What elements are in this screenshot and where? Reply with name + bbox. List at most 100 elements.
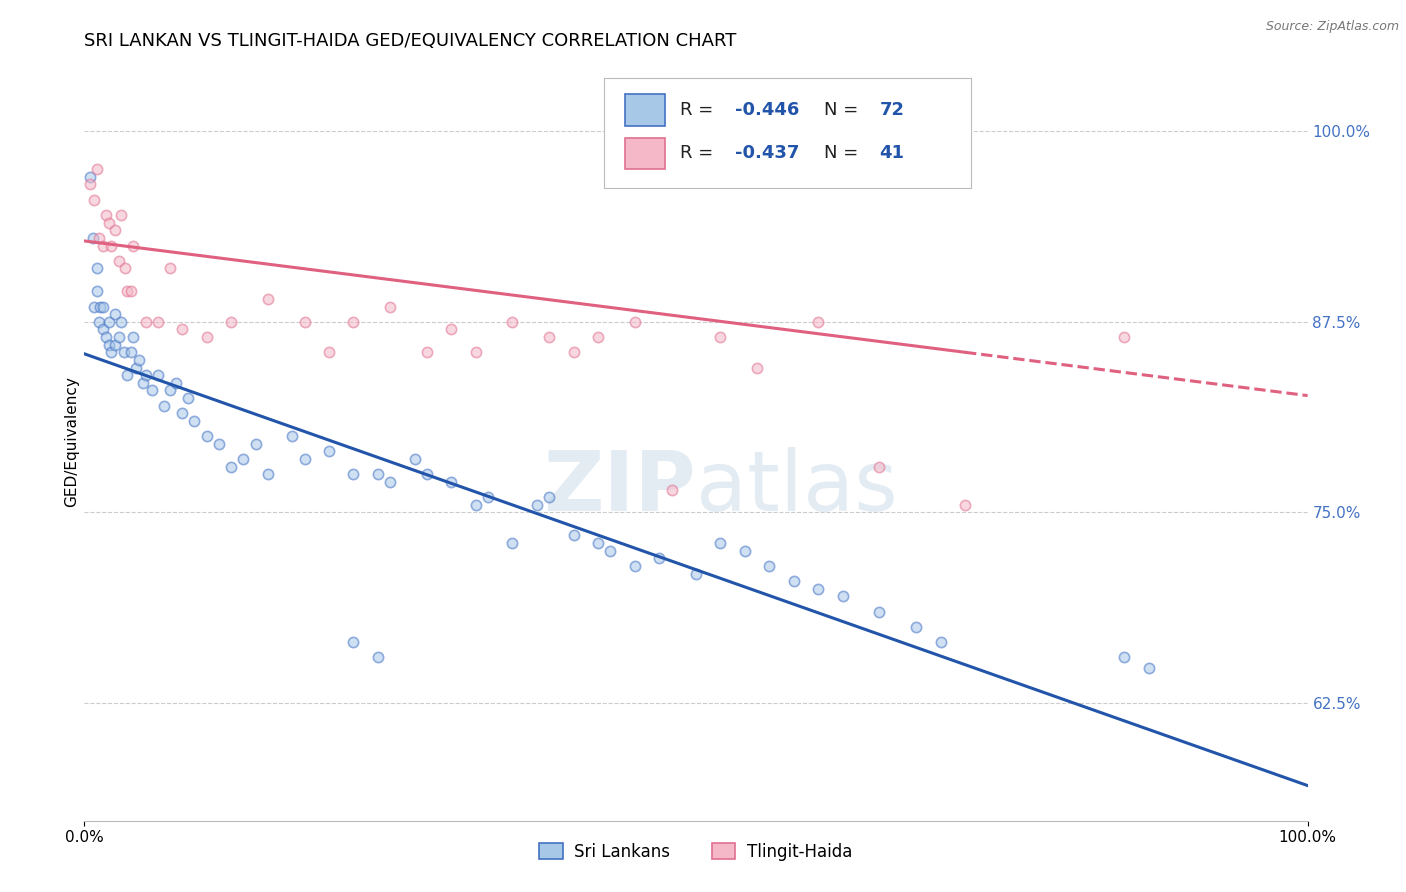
Point: [79, 178, 101, 192]
Point: [146, 315, 169, 329]
Point: [165, 376, 187, 390]
Point: [367, 467, 389, 482]
Point: [807, 315, 830, 329]
Point: [538, 490, 561, 504]
Point: [97, 216, 120, 230]
Point: [96, 208, 118, 222]
Point: [624, 315, 647, 329]
Point: [83, 300, 105, 314]
Point: [367, 650, 389, 665]
Text: -0.437: -0.437: [735, 145, 800, 162]
Point: [135, 315, 157, 329]
Point: [502, 315, 524, 329]
Point: [159, 384, 181, 398]
Point: [110, 315, 132, 329]
Point: [869, 605, 891, 619]
Point: [172, 406, 194, 420]
Point: [257, 292, 280, 306]
Point: [96, 330, 118, 344]
Point: [115, 285, 138, 299]
Point: [120, 285, 142, 299]
Point: [281, 429, 304, 443]
Point: [122, 238, 145, 252]
Text: R =: R =: [681, 101, 718, 120]
Point: [586, 536, 609, 550]
Point: [232, 452, 254, 467]
Point: [87, 315, 110, 329]
Point: [404, 452, 426, 467]
Point: [135, 368, 157, 383]
Point: [318, 345, 340, 359]
Point: [153, 399, 176, 413]
Text: -0.446: -0.446: [735, 101, 800, 120]
Point: [91, 300, 114, 314]
Point: [342, 467, 364, 482]
Point: [953, 498, 976, 512]
Point: [758, 558, 780, 573]
Point: [734, 543, 756, 558]
Point: [380, 475, 402, 489]
FancyBboxPatch shape: [605, 78, 972, 187]
Point: [195, 330, 218, 344]
Point: [905, 620, 928, 634]
Point: [87, 231, 110, 245]
Point: [112, 345, 135, 359]
Point: [747, 360, 769, 375]
Point: [128, 353, 150, 368]
Point: [104, 337, 127, 351]
Point: [219, 315, 242, 329]
Point: [416, 467, 439, 482]
Point: [195, 429, 218, 443]
Point: [502, 536, 524, 550]
Point: [114, 261, 136, 276]
Point: [929, 635, 952, 649]
Point: [440, 322, 463, 336]
Point: [477, 490, 499, 504]
Point: [86, 162, 108, 177]
Point: [132, 376, 155, 390]
Point: [120, 345, 142, 359]
Point: [83, 193, 105, 207]
Point: [159, 261, 181, 276]
Point: [1114, 650, 1136, 665]
Point: [440, 475, 463, 489]
Point: [86, 285, 108, 299]
Point: [526, 498, 548, 512]
Point: [141, 384, 163, 398]
Point: [172, 322, 194, 336]
Text: 41: 41: [880, 145, 904, 162]
Point: [82, 231, 104, 245]
Point: [294, 315, 316, 329]
Point: [318, 444, 340, 458]
Text: atlas: atlas: [696, 447, 897, 527]
Point: [783, 574, 806, 588]
Point: [342, 315, 364, 329]
Point: [122, 330, 145, 344]
Point: [538, 330, 561, 344]
Text: ZIP: ZIP: [544, 447, 696, 527]
Point: [464, 498, 486, 512]
Y-axis label: GED/Equivalency: GED/Equivalency: [63, 376, 79, 507]
Point: [380, 300, 402, 314]
Point: [104, 223, 127, 237]
Point: [869, 459, 891, 474]
Point: [125, 360, 148, 375]
Point: [831, 590, 853, 604]
Point: [97, 337, 120, 351]
Point: [79, 169, 101, 184]
Point: [86, 261, 108, 276]
FancyBboxPatch shape: [626, 95, 665, 126]
Point: [245, 437, 267, 451]
Point: [89, 300, 111, 314]
Point: [110, 208, 132, 222]
Point: [661, 483, 683, 497]
Point: [177, 391, 200, 405]
Point: [562, 528, 585, 542]
Text: R =: R =: [681, 145, 718, 162]
Point: [219, 459, 242, 474]
Point: [624, 558, 647, 573]
Point: [294, 452, 316, 467]
Point: [107, 253, 129, 268]
Legend: Sri Lankans, Tlingit-Haida: Sri Lankans, Tlingit-Haida: [531, 835, 860, 869]
Text: N =: N =: [824, 101, 865, 120]
